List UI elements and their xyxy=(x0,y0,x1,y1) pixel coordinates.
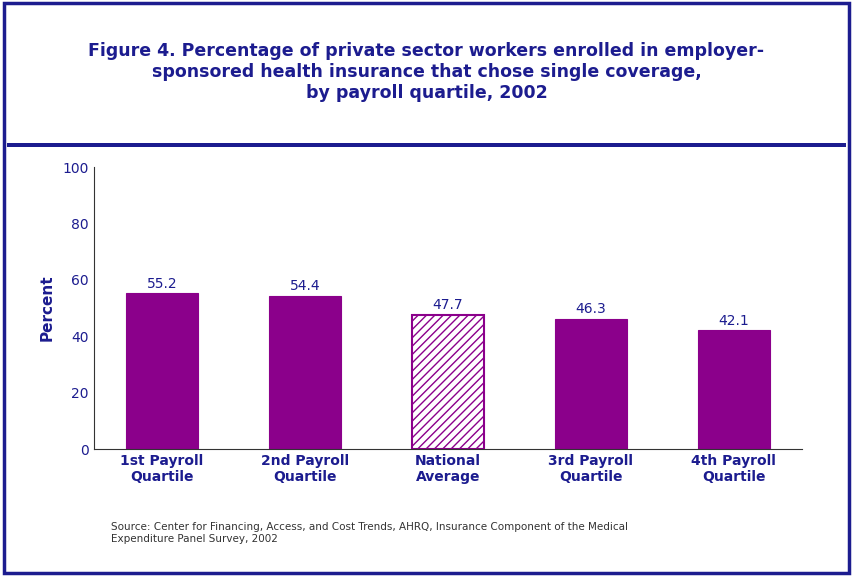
Bar xyxy=(555,319,626,449)
Bar xyxy=(697,331,769,449)
Y-axis label: Percent: Percent xyxy=(39,275,55,342)
Text: 47.7: 47.7 xyxy=(432,298,463,312)
Text: 55.2: 55.2 xyxy=(147,277,177,291)
Text: 42.1: 42.1 xyxy=(717,314,748,328)
Text: 46.3: 46.3 xyxy=(575,302,606,316)
Bar xyxy=(126,294,198,449)
Text: 54.4: 54.4 xyxy=(289,279,320,294)
Bar xyxy=(268,295,340,449)
Text: Figure 4. Percentage of private sector workers enrolled in employer-
sponsored h: Figure 4. Percentage of private sector w… xyxy=(89,42,763,102)
Text: Source: Center for Financing, Access, and Cost Trends, AHRQ, Insurance Component: Source: Center for Financing, Access, an… xyxy=(111,522,627,544)
Bar xyxy=(412,314,483,449)
